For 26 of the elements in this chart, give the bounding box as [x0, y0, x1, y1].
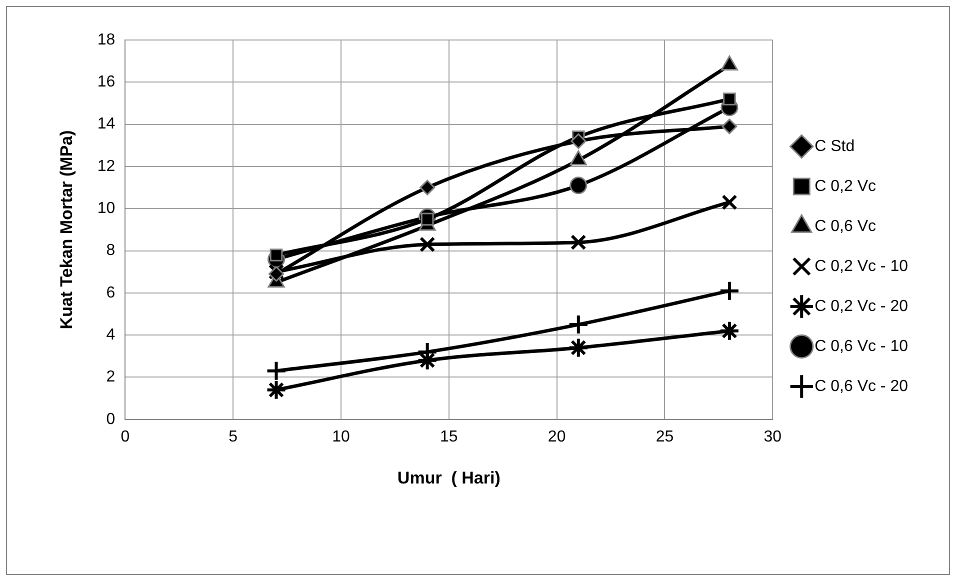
legend-label: C 0,2 Vc	[814, 178, 876, 195]
legend-label: C 0,2 Vc - 10	[814, 258, 908, 275]
y-tick-label: 10	[97, 200, 116, 218]
x-tick-label: 5	[228, 428, 238, 446]
x-tick-label: 30	[764, 428, 782, 446]
y-tick-label: 16	[97, 74, 116, 91]
x-tick-label: 20	[548, 428, 566, 446]
y-tick-label: 0	[106, 410, 116, 428]
y-tick-label: 2	[106, 368, 116, 386]
legend-label: C 0,6 Vc - 20	[814, 378, 908, 395]
y-tick-label: 6	[106, 284, 116, 302]
y-tick-label: 12	[97, 158, 116, 175]
x-tick-label: 15	[440, 428, 458, 446]
y-tick-label: 14	[97, 116, 116, 133]
y-tick-label: 18	[97, 31, 116, 48]
x-tick-label: 0	[120, 428, 130, 446]
legend-label: C Std	[814, 138, 855, 155]
y-tick-label: 4	[106, 326, 116, 344]
y-tick-label: 8	[106, 242, 116, 260]
x-tick-label: 25	[656, 428, 674, 446]
x-tick-label: 10	[332, 428, 350, 446]
legend-label: C 0,6 Vc	[814, 218, 876, 235]
y-axis-title: Kuat Tekan Mortar (MPa)	[56, 130, 76, 330]
x-axis-title: Umur ( Hari)	[397, 468, 500, 488]
legend-label: C 0,6 Vc - 10	[814, 338, 908, 355]
legend-label: C 0,2 Vc - 20	[814, 298, 908, 315]
